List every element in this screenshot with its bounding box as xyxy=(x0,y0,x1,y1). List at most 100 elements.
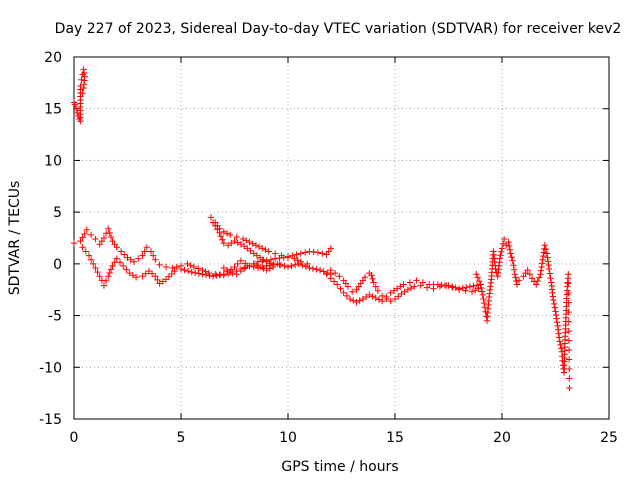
data-point xyxy=(509,257,516,264)
data-point xyxy=(237,241,245,248)
y-tick-label: 10 xyxy=(44,153,62,169)
data-point xyxy=(383,293,390,301)
data-point xyxy=(419,279,427,286)
data-point xyxy=(369,275,376,283)
data-point xyxy=(551,304,558,311)
data-point xyxy=(81,230,88,238)
data-point xyxy=(271,250,279,257)
data-point xyxy=(113,244,120,251)
data-point xyxy=(239,235,247,243)
data-point xyxy=(149,252,157,259)
data-point xyxy=(209,219,217,226)
data-point xyxy=(246,238,253,246)
data-point xyxy=(223,266,231,274)
data-point xyxy=(445,282,452,289)
data-point xyxy=(129,272,137,279)
data-point xyxy=(346,295,354,303)
data-point xyxy=(555,330,562,337)
data-point xyxy=(331,269,339,277)
data-point xyxy=(107,233,115,241)
data-point xyxy=(545,261,552,269)
data-point xyxy=(304,260,311,268)
data-point xyxy=(96,273,103,280)
x-tick-labels: 0 5 10 15 20 25 xyxy=(70,430,618,446)
data-point xyxy=(553,315,560,322)
data-point xyxy=(499,240,507,247)
data-point xyxy=(139,252,146,259)
data-point xyxy=(237,257,245,264)
data-point xyxy=(260,256,267,263)
data-point xyxy=(353,298,360,306)
data-point xyxy=(143,244,150,251)
data-point xyxy=(265,248,272,255)
data-point xyxy=(244,245,251,252)
data-point xyxy=(206,272,213,279)
data-point xyxy=(107,266,115,273)
data-point xyxy=(565,318,572,325)
data-point xyxy=(406,279,414,286)
data-point xyxy=(231,237,238,245)
data-point xyxy=(288,262,295,270)
series-early-high xyxy=(70,66,88,125)
data-point xyxy=(79,90,86,97)
data-point xyxy=(123,266,130,273)
x-tick-label: 10 xyxy=(279,430,297,446)
y-tick-label: 5 xyxy=(53,205,62,221)
data-point xyxy=(219,236,226,243)
data-point xyxy=(262,246,269,254)
data-point xyxy=(407,284,415,292)
data-point xyxy=(477,281,484,288)
y-tick-label: -10 xyxy=(39,360,62,376)
data-point xyxy=(366,291,373,299)
data-point xyxy=(80,66,87,73)
data-point xyxy=(361,274,369,281)
data-point xyxy=(141,248,148,255)
data-point xyxy=(233,271,240,278)
data-point xyxy=(336,273,343,280)
data-point xyxy=(558,345,565,352)
data-point xyxy=(72,105,80,112)
data-point xyxy=(80,69,88,77)
data-point xyxy=(220,264,227,272)
data-point xyxy=(378,297,386,305)
data-point xyxy=(524,266,531,274)
data-point xyxy=(259,258,266,265)
data-point xyxy=(85,252,93,259)
data-point xyxy=(234,239,241,246)
data-point xyxy=(368,272,375,279)
data-point xyxy=(302,263,310,270)
data-point xyxy=(404,286,412,293)
y-axis-label: SDTVAR / TECUs xyxy=(7,181,23,296)
data-point xyxy=(184,267,192,275)
data-point xyxy=(327,275,334,282)
data-point xyxy=(511,271,519,278)
data-point xyxy=(80,84,87,92)
data-point xyxy=(566,365,573,373)
data-point xyxy=(105,273,112,280)
data-point xyxy=(478,284,485,292)
data-point xyxy=(156,261,163,269)
data-point xyxy=(306,248,313,255)
data-point xyxy=(374,287,382,294)
data-point xyxy=(102,277,110,285)
data-point xyxy=(411,283,418,290)
data-point xyxy=(370,279,377,286)
data-point xyxy=(565,299,572,306)
data-point xyxy=(481,304,489,311)
data-point xyxy=(390,287,398,294)
data-point xyxy=(500,235,508,243)
data-point xyxy=(452,284,459,291)
y-tick-label: 20 xyxy=(44,50,62,66)
data-point xyxy=(113,255,120,262)
data-point xyxy=(334,281,341,288)
data-point xyxy=(337,285,344,292)
data-point xyxy=(87,256,95,263)
data-point xyxy=(375,296,383,303)
data-point xyxy=(565,356,573,363)
data-point xyxy=(534,277,541,285)
data-point xyxy=(480,295,487,303)
data-point xyxy=(510,262,517,269)
data-point xyxy=(356,297,363,304)
data-point xyxy=(526,271,534,278)
